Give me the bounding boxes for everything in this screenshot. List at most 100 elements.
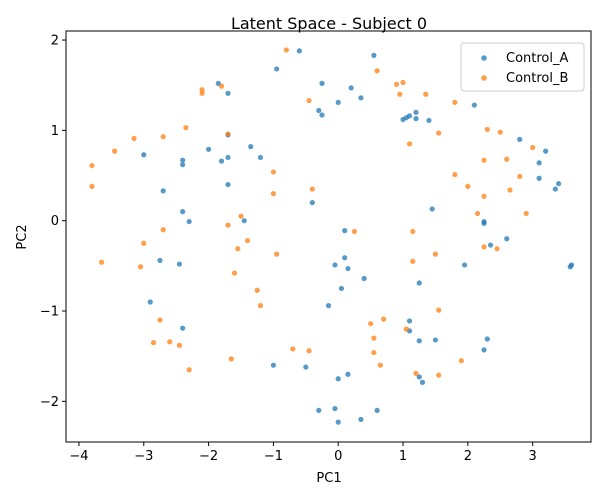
data-points [89, 47, 575, 425]
data-point-control-a [257, 154, 264, 161]
data-point-control-b [517, 173, 523, 180]
data-point-control-a [552, 186, 558, 192]
data-point-control-a [332, 405, 338, 412]
data-point-control-b [283, 47, 289, 53]
data-point-control-a [416, 374, 422, 380]
legend-label-control-a: Control_A [506, 51, 568, 66]
data-point-control-a [429, 206, 435, 212]
data-point-control-b [306, 348, 312, 354]
data-point-control-a [180, 157, 186, 163]
x-tick-label: 0 [334, 449, 342, 464]
data-point-control-a [374, 407, 380, 413]
x-tick-label: −2 [199, 449, 218, 464]
data-point-control-b [141, 240, 147, 246]
data-point-control-b [160, 227, 166, 233]
data-point-control-b [274, 251, 280, 257]
data-point-control-b [432, 251, 439, 257]
data-point-control-a [186, 218, 192, 225]
legend-marker-control-a [481, 55, 487, 61]
data-point-control-a [348, 85, 354, 91]
data-point-control-a [225, 181, 231, 188]
y-tick-label: −1 [40, 305, 59, 320]
data-point-control-b [413, 370, 419, 376]
data-point-control-b [270, 169, 277, 175]
data-point-control-a [555, 181, 562, 187]
x-tick-label: 1 [399, 449, 407, 464]
data-point-control-a [543, 148, 549, 154]
data-point-control-a [180, 325, 186, 331]
data-point-control-a [225, 154, 231, 161]
data-point-control-b [351, 228, 358, 235]
x-axis-label: PC1 [316, 471, 341, 486]
data-point-control-b [523, 210, 529, 217]
y-tick-label: 1 [51, 124, 59, 139]
legend-marker-control-b [481, 75, 487, 81]
data-point-control-b [231, 270, 238, 276]
data-point-control-b [436, 372, 442, 378]
data-point-control-a [345, 265, 351, 272]
data-point-control-b [368, 321, 374, 327]
data-point-control-b [183, 125, 189, 131]
data-point-control-b [371, 349, 377, 356]
data-point-control-a [270, 362, 277, 368]
x-tick-label: −1 [264, 449, 283, 464]
data-point-control-a [335, 376, 341, 382]
data-point-control-a [274, 66, 280, 72]
data-point-control-a [371, 52, 377, 58]
data-point-control-a [416, 280, 422, 286]
data-point-control-b [465, 183, 471, 189]
data-point-control-a [303, 364, 309, 370]
data-point-control-a [335, 99, 341, 105]
data-point-control-b [176, 342, 183, 348]
data-point-control-a [462, 262, 468, 268]
data-point-control-a [487, 242, 494, 248]
data-point-control-a [345, 371, 351, 377]
data-point-control-b [306, 97, 312, 104]
data-point-control-b [244, 237, 251, 244]
legend-box [460, 42, 585, 92]
data-point-control-a [426, 117, 432, 124]
data-point-control-b [290, 346, 296, 352]
data-point-control-b [238, 213, 244, 219]
data-point-control-b [397, 91, 403, 97]
y-tick-label: 2 [51, 34, 59, 49]
data-point-control-b [199, 87, 205, 93]
data-point-control-a [406, 318, 413, 324]
data-point-control-b [484, 126, 490, 133]
data-point-control-b [380, 316, 387, 322]
data-point-control-b [228, 356, 234, 362]
data-point-control-b [410, 258, 416, 264]
data-point-control-a [484, 336, 490, 342]
data-point-control-a [325, 303, 332, 309]
data-point-control-b [436, 307, 442, 313]
data-point-control-b [481, 244, 487, 250]
data-point-control-a [225, 90, 231, 96]
data-point-control-a [141, 152, 147, 158]
data-point-control-a [416, 338, 422, 344]
data-point-control-b [436, 130, 442, 136]
data-point-control-a [471, 102, 477, 108]
data-point-control-b [423, 91, 429, 97]
data-point-control-b [406, 141, 413, 147]
data-point-control-b [89, 183, 95, 189]
legend: Control_A Control_B [460, 42, 585, 92]
legend-label-control-b: Control_B [506, 71, 568, 86]
data-point-control-b [199, 90, 205, 96]
data-point-control-b [309, 186, 315, 192]
data-point-control-b [497, 129, 503, 135]
data-point-control-a [504, 236, 510, 242]
data-point-control-b [481, 193, 487, 199]
data-point-control-a [147, 299, 153, 305]
data-point-control-b [150, 340, 157, 346]
data-point-control-a [358, 95, 364, 101]
y-axis: −2 −1 0 1 2 [40, 34, 66, 410]
data-point-control-b [400, 79, 406, 86]
chart-title: Latent Space - Subject 0 [231, 14, 427, 33]
data-point-control-a [241, 218, 247, 224]
data-point-control-a [176, 261, 183, 267]
data-point-control-b [218, 83, 225, 89]
data-point-control-b [235, 246, 241, 252]
data-point-control-b [112, 148, 118, 154]
data-point-control-b [257, 303, 264, 309]
